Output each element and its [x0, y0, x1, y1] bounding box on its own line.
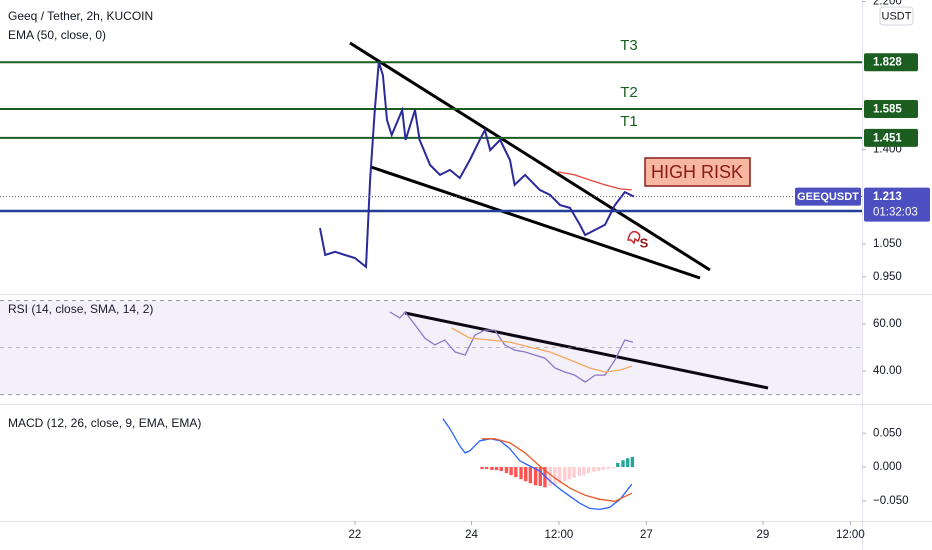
symbol-box — [795, 187, 861, 206]
histogram-bar — [572, 467, 576, 478]
annotation-text: S — [640, 235, 649, 250]
indicator-legend: EMA (50, close, 0) — [8, 28, 106, 42]
chart-title: Geeq / Tether, 2h, KUCOIN — [8, 9, 153, 23]
histogram-bar — [553, 467, 557, 486]
histogram-bar — [543, 467, 547, 488]
series-line — [319, 61, 635, 269]
series-line — [442, 418, 633, 511]
countdown-label: 01:32:03 — [873, 207, 918, 219]
histogram-bar — [533, 467, 538, 486]
histogram-bar — [582, 467, 586, 476]
y-tick-label: 2.200 — [873, 0, 902, 8]
histogram-bar — [524, 467, 528, 482]
annotation-box — [644, 157, 751, 187]
series-line — [557, 171, 632, 191]
level-price-box — [864, 53, 918, 72]
histogram-bar — [528, 467, 533, 484]
histogram-bar — [616, 462, 620, 468]
level-price-label: 1.451 — [873, 132, 902, 144]
series-line — [389, 310, 634, 383]
histogram-bar — [626, 458, 630, 468]
x-tick-label: 22 — [349, 529, 362, 541]
level-price-box — [864, 99, 918, 118]
histogram-bar — [596, 467, 601, 472]
histogram-bar — [586, 467, 591, 474]
x-tick-label: 12:00 — [545, 529, 574, 541]
y-tick-label: 0.000 — [873, 461, 902, 473]
histogram-bar — [494, 467, 499, 471]
symbol-label: GEEQUSDT — [797, 191, 859, 203]
y-tick-label: −0.050 — [873, 495, 909, 507]
histogram-bar — [621, 460, 625, 468]
rsi-trend-line — [404, 311, 769, 390]
unit-box — [879, 6, 914, 26]
level-label: T1 — [620, 113, 638, 130]
annotation-icon — [627, 230, 641, 245]
level-price-box — [864, 128, 918, 147]
x-tick-label: 29 — [757, 529, 770, 541]
histogram-bar — [592, 467, 596, 472]
histogram-bar — [490, 467, 494, 471]
histogram-bar — [504, 467, 509, 474]
y-tick-label: 0.050 — [873, 427, 902, 439]
level-label: T3 — [620, 37, 638, 54]
x-tick-label: 24 — [465, 529, 478, 541]
y-tick-label: 0.950 — [873, 271, 902, 283]
y-tick-label: 40.00 — [873, 365, 902, 377]
histogram-bar — [563, 467, 567, 482]
last-price-label: 1.213 — [873, 191, 902, 203]
x-tick-label: 12:00 — [836, 529, 865, 541]
series-line — [451, 327, 633, 373]
rsi-band — [0, 300, 862, 395]
level-label: T2 — [620, 84, 638, 101]
x-tick-label: 27 — [640, 529, 653, 541]
last-price-box — [864, 187, 930, 222]
histogram-bar — [601, 467, 605, 471]
histogram-bar — [499, 467, 503, 472]
histogram-bar — [509, 467, 513, 476]
indicator-legend: MACD (12, 26, close, 9, EMA, EMA) — [8, 416, 201, 430]
trend-line — [349, 41, 711, 272]
histogram-bar — [611, 467, 615, 469]
series-line — [482, 438, 633, 502]
histogram-bar — [567, 467, 572, 480]
histogram-bar — [577, 467, 582, 476]
unit-label: USDT — [882, 10, 912, 22]
histogram-bar — [606, 467, 611, 470]
histogram-bar — [548, 467, 552, 486]
annotation-text: HIGH RISK — [651, 162, 743, 182]
histogram-bar — [519, 467, 523, 480]
y-tick-label: 60.00 — [873, 318, 902, 330]
histogram-bar — [630, 456, 635, 468]
histogram-bar — [480, 467, 484, 470]
level-price-label: 1.585 — [873, 103, 902, 115]
trend-line — [370, 165, 701, 280]
level-price-label: 1.828 — [873, 57, 902, 69]
histogram-bar — [538, 467, 542, 486]
y-tick-label: 1.050 — [873, 238, 902, 250]
histogram-bar — [484, 467, 489, 470]
histogram-bar — [557, 467, 562, 484]
histogram-bar — [514, 467, 518, 478]
indicator-legend: RSI (14, close, SMA, 14, 2) — [8, 302, 153, 316]
